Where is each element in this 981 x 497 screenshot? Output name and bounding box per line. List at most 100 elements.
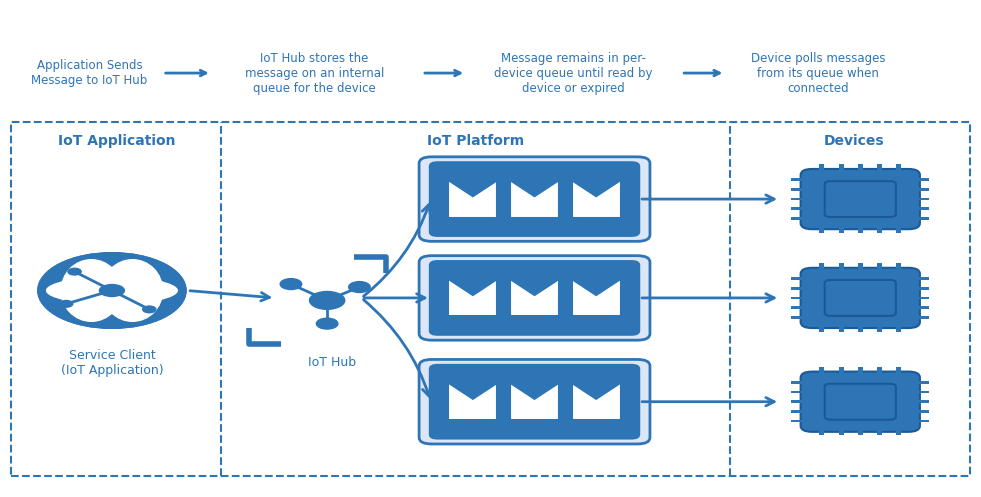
FancyBboxPatch shape (825, 384, 896, 419)
Bar (510, 180, 559, 218)
Circle shape (99, 284, 126, 297)
Circle shape (38, 253, 185, 328)
Bar (448, 279, 497, 317)
Bar (819, 223, 824, 233)
Bar (791, 420, 809, 422)
Bar (877, 426, 882, 435)
Polygon shape (510, 279, 559, 295)
Ellipse shape (61, 259, 123, 322)
Polygon shape (448, 279, 497, 295)
Bar (839, 263, 844, 272)
Polygon shape (572, 279, 621, 295)
Circle shape (281, 279, 302, 290)
Bar (572, 279, 621, 317)
Text: Device polls messages
from its queue when
connected: Device polls messages from its queue whe… (750, 52, 886, 94)
FancyBboxPatch shape (419, 255, 650, 340)
Bar (819, 263, 824, 272)
Bar (791, 217, 809, 220)
Bar (910, 410, 929, 413)
Bar (857, 223, 862, 233)
FancyBboxPatch shape (430, 261, 640, 335)
Bar (839, 322, 844, 331)
Bar (910, 188, 929, 191)
Text: Message remains in per-
device queue until read by
device or expired: Message remains in per- device queue unt… (494, 52, 653, 94)
Bar (877, 322, 882, 331)
Polygon shape (448, 383, 497, 399)
Ellipse shape (102, 259, 163, 322)
Bar (857, 322, 862, 331)
Bar (910, 381, 929, 384)
Bar (791, 188, 809, 191)
Bar (791, 207, 809, 210)
Bar (572, 383, 621, 420)
Bar (910, 198, 929, 200)
Bar (910, 306, 929, 309)
Bar (896, 164, 902, 173)
Bar (877, 367, 882, 376)
Bar (791, 306, 809, 309)
Text: IoT Application: IoT Application (58, 134, 176, 148)
Circle shape (68, 268, 81, 275)
FancyBboxPatch shape (419, 359, 650, 444)
Text: Service Client
(IoT Application): Service Client (IoT Application) (61, 349, 163, 377)
Bar (791, 316, 809, 319)
FancyBboxPatch shape (800, 169, 920, 229)
Bar (791, 277, 809, 280)
Circle shape (60, 301, 73, 307)
Bar (896, 263, 902, 272)
Bar (910, 401, 929, 403)
FancyBboxPatch shape (430, 365, 640, 438)
FancyBboxPatch shape (825, 181, 896, 217)
Bar (791, 287, 809, 290)
Polygon shape (510, 383, 559, 399)
Bar (839, 367, 844, 376)
Text: Application Sends
Message to IoT Hub: Application Sends Message to IoT Hub (31, 59, 147, 87)
Bar (791, 178, 809, 181)
Text: IoT Platform: IoT Platform (428, 134, 525, 148)
Bar (896, 223, 902, 233)
Bar (839, 223, 844, 233)
Bar (791, 410, 809, 413)
Bar (819, 164, 824, 173)
Circle shape (317, 318, 337, 329)
Bar (877, 263, 882, 272)
Bar (510, 383, 559, 420)
FancyBboxPatch shape (430, 162, 640, 236)
Bar (910, 277, 929, 280)
Bar (910, 297, 929, 299)
Text: IoT Hub: IoT Hub (308, 356, 356, 369)
Text: Devices: Devices (824, 134, 885, 148)
FancyBboxPatch shape (800, 268, 920, 328)
Bar (839, 164, 844, 173)
Bar (896, 322, 902, 331)
Circle shape (310, 292, 344, 309)
Bar (857, 263, 862, 272)
Bar (877, 223, 882, 233)
Bar (910, 391, 929, 393)
Bar (510, 279, 559, 317)
Bar (857, 426, 862, 435)
Bar (791, 381, 809, 384)
Bar (448, 180, 497, 218)
Bar (910, 178, 929, 181)
Bar (857, 367, 862, 376)
Polygon shape (572, 180, 621, 197)
Bar (839, 426, 844, 435)
Bar (791, 297, 809, 299)
Polygon shape (572, 383, 621, 399)
Bar (448, 383, 497, 420)
Bar (910, 217, 929, 220)
FancyBboxPatch shape (825, 280, 896, 316)
Bar (910, 287, 929, 290)
Bar (857, 164, 862, 173)
Text: IoT Hub stores the
message on an internal
queue for the device: IoT Hub stores the message on an interna… (244, 52, 385, 94)
Circle shape (142, 306, 156, 313)
FancyBboxPatch shape (800, 372, 920, 432)
Bar (819, 426, 824, 435)
Bar (896, 367, 902, 376)
Bar (572, 180, 621, 218)
Bar (819, 367, 824, 376)
Polygon shape (510, 180, 559, 197)
Bar (910, 207, 929, 210)
Bar (896, 426, 902, 435)
